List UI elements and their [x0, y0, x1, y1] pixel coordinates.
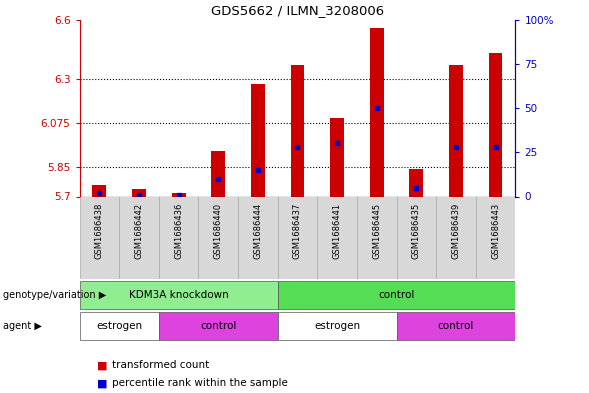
- Bar: [277, 312, 396, 340]
- Text: GSM1686439: GSM1686439: [451, 203, 461, 259]
- Bar: [489, 53, 502, 196]
- Text: ■: ■: [97, 360, 108, 371]
- Bar: [370, 28, 383, 196]
- Bar: [159, 312, 277, 340]
- Text: control: control: [378, 290, 415, 300]
- Text: control: control: [200, 321, 236, 331]
- Bar: [92, 185, 106, 196]
- Bar: [317, 196, 357, 279]
- Bar: [409, 169, 423, 196]
- Bar: [330, 118, 344, 196]
- Bar: [357, 196, 396, 279]
- Bar: [80, 312, 159, 340]
- Bar: [251, 84, 264, 196]
- Bar: [449, 65, 463, 196]
- Title: GDS5662 / ILMN_3208006: GDS5662 / ILMN_3208006: [211, 4, 384, 17]
- Text: GSM1686442: GSM1686442: [134, 203, 144, 259]
- Bar: [132, 189, 146, 196]
- Text: GSM1686445: GSM1686445: [372, 203, 381, 259]
- Text: GSM1686435: GSM1686435: [412, 203, 421, 259]
- Text: percentile rank within the sample: percentile rank within the sample: [112, 378, 288, 388]
- Text: ■: ■: [97, 378, 108, 388]
- Bar: [277, 196, 317, 279]
- Bar: [436, 196, 476, 279]
- Bar: [277, 281, 515, 309]
- Text: GSM1686443: GSM1686443: [491, 203, 500, 259]
- Text: GSM1686438: GSM1686438: [95, 203, 104, 259]
- Text: GSM1686436: GSM1686436: [174, 203, 183, 259]
- Bar: [80, 196, 119, 279]
- Text: agent ▶: agent ▶: [3, 321, 42, 331]
- Bar: [396, 312, 515, 340]
- Bar: [159, 196, 198, 279]
- Text: transformed count: transformed count: [112, 360, 209, 371]
- Text: KDM3A knockdown: KDM3A knockdown: [129, 290, 229, 300]
- Bar: [211, 151, 225, 196]
- Text: GSM1686440: GSM1686440: [214, 203, 223, 259]
- Bar: [238, 196, 277, 279]
- Bar: [119, 196, 159, 279]
- Bar: [476, 196, 515, 279]
- Bar: [396, 196, 436, 279]
- Text: genotype/variation ▶: genotype/variation ▶: [3, 290, 106, 300]
- Bar: [171, 193, 186, 196]
- Text: control: control: [438, 321, 474, 331]
- Text: GSM1686437: GSM1686437: [293, 203, 302, 259]
- Text: estrogen: estrogen: [96, 321, 142, 331]
- Bar: [198, 196, 238, 279]
- Text: GSM1686441: GSM1686441: [333, 203, 342, 259]
- Text: estrogen: estrogen: [314, 321, 360, 331]
- Bar: [80, 281, 277, 309]
- Bar: [290, 65, 305, 196]
- Text: GSM1686444: GSM1686444: [253, 203, 262, 259]
